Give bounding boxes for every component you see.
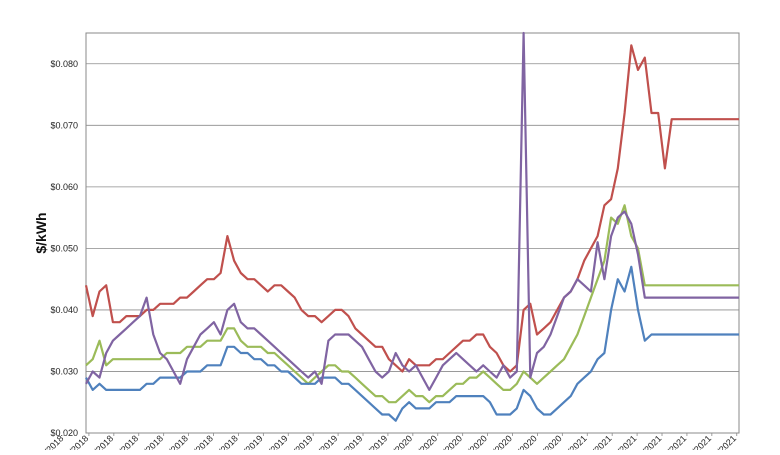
x-tick-label: 1/2020	[512, 433, 539, 450]
x-tick-label: 1/2019	[313, 433, 340, 450]
x-tick-label: 1/2020	[537, 433, 564, 450]
x-tick-label: 1/2019	[263, 433, 290, 450]
y-tick-label: $0.050	[50, 243, 78, 253]
x-tick-label: 1/2018	[139, 433, 166, 450]
x-tick-label: 1/2019	[238, 433, 265, 450]
series-line-1	[84, 44, 739, 373]
y-tick-label: $0.040	[50, 305, 78, 315]
x-tick-label: 1/2020	[413, 433, 440, 450]
x-tick-label: 1/2020	[438, 433, 465, 450]
x-tick-label: 1/2021	[562, 433, 589, 450]
x-tick-label: 1/2021	[587, 433, 614, 450]
x-tick-label: 1/2018	[89, 433, 116, 450]
x-tick-label: 1/2018	[163, 433, 190, 450]
x-tick-label: 1/2020	[388, 433, 415, 450]
x-tick-label: 1/2020	[487, 433, 514, 450]
y-tick-label: $0.070	[50, 120, 78, 130]
x-tick-label: 1/2021	[637, 433, 664, 450]
x-tick-label: 1/2019	[363, 433, 390, 450]
y-tick-label: $0.080	[50, 59, 78, 69]
x-tick-label: 1/2021	[712, 433, 739, 450]
y-axis-label: $/kWh	[33, 212, 49, 253]
series-line-3	[85, 265, 739, 422]
y-tick-label: $0.030	[50, 366, 78, 376]
series-layer	[84, 31, 739, 422]
x-tick-label: 1/2021	[687, 433, 714, 450]
x-tick-label: 1/2019	[288, 433, 315, 450]
x-tick-label: 1/2018	[114, 433, 141, 450]
x-tick-label: 1/2021	[612, 433, 639, 450]
x-tick-label: 1/2018	[188, 433, 215, 450]
x-tick-label: 1/2019	[338, 433, 365, 450]
x-tick-label: 1/2021	[662, 433, 689, 450]
x-tick-label: 1/2020	[462, 433, 489, 450]
series-line-4	[85, 31, 739, 391]
y-tick-label: $0.060	[50, 182, 78, 192]
x-tick-label: 1/2018	[213, 433, 240, 450]
